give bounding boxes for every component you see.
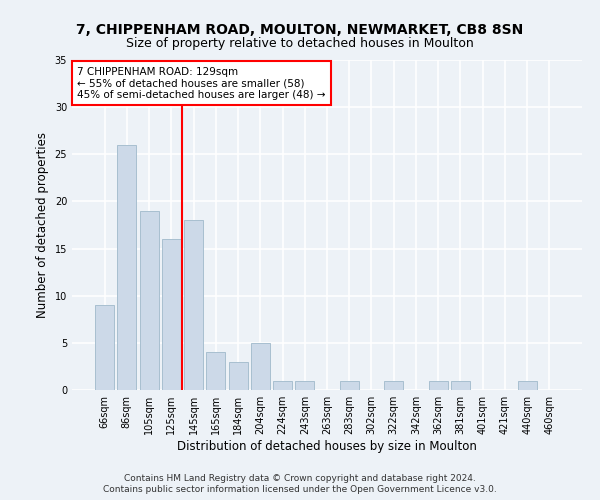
Bar xyxy=(140,211,158,390)
Bar xyxy=(295,380,314,390)
Bar xyxy=(451,380,470,390)
Bar xyxy=(184,220,203,390)
Bar xyxy=(340,380,359,390)
Text: Contains HM Land Registry data © Crown copyright and database right 2024.
Contai: Contains HM Land Registry data © Crown c… xyxy=(103,474,497,494)
Bar xyxy=(429,380,448,390)
X-axis label: Distribution of detached houses by size in Moulton: Distribution of detached houses by size … xyxy=(177,440,477,453)
Bar xyxy=(95,305,114,390)
Y-axis label: Number of detached properties: Number of detached properties xyxy=(36,132,49,318)
Bar xyxy=(518,380,536,390)
Text: Size of property relative to detached houses in Moulton: Size of property relative to detached ho… xyxy=(126,38,474,51)
Bar xyxy=(118,145,136,390)
Bar xyxy=(229,362,248,390)
Bar xyxy=(384,380,403,390)
Bar xyxy=(273,380,292,390)
Text: 7 CHIPPENHAM ROAD: 129sqm
← 55% of detached houses are smaller (58)
45% of semi-: 7 CHIPPENHAM ROAD: 129sqm ← 55% of detac… xyxy=(77,66,326,100)
Bar xyxy=(162,239,181,390)
Bar xyxy=(206,352,225,390)
Bar xyxy=(251,343,270,390)
Text: 7, CHIPPENHAM ROAD, MOULTON, NEWMARKET, CB8 8SN: 7, CHIPPENHAM ROAD, MOULTON, NEWMARKET, … xyxy=(76,22,524,36)
